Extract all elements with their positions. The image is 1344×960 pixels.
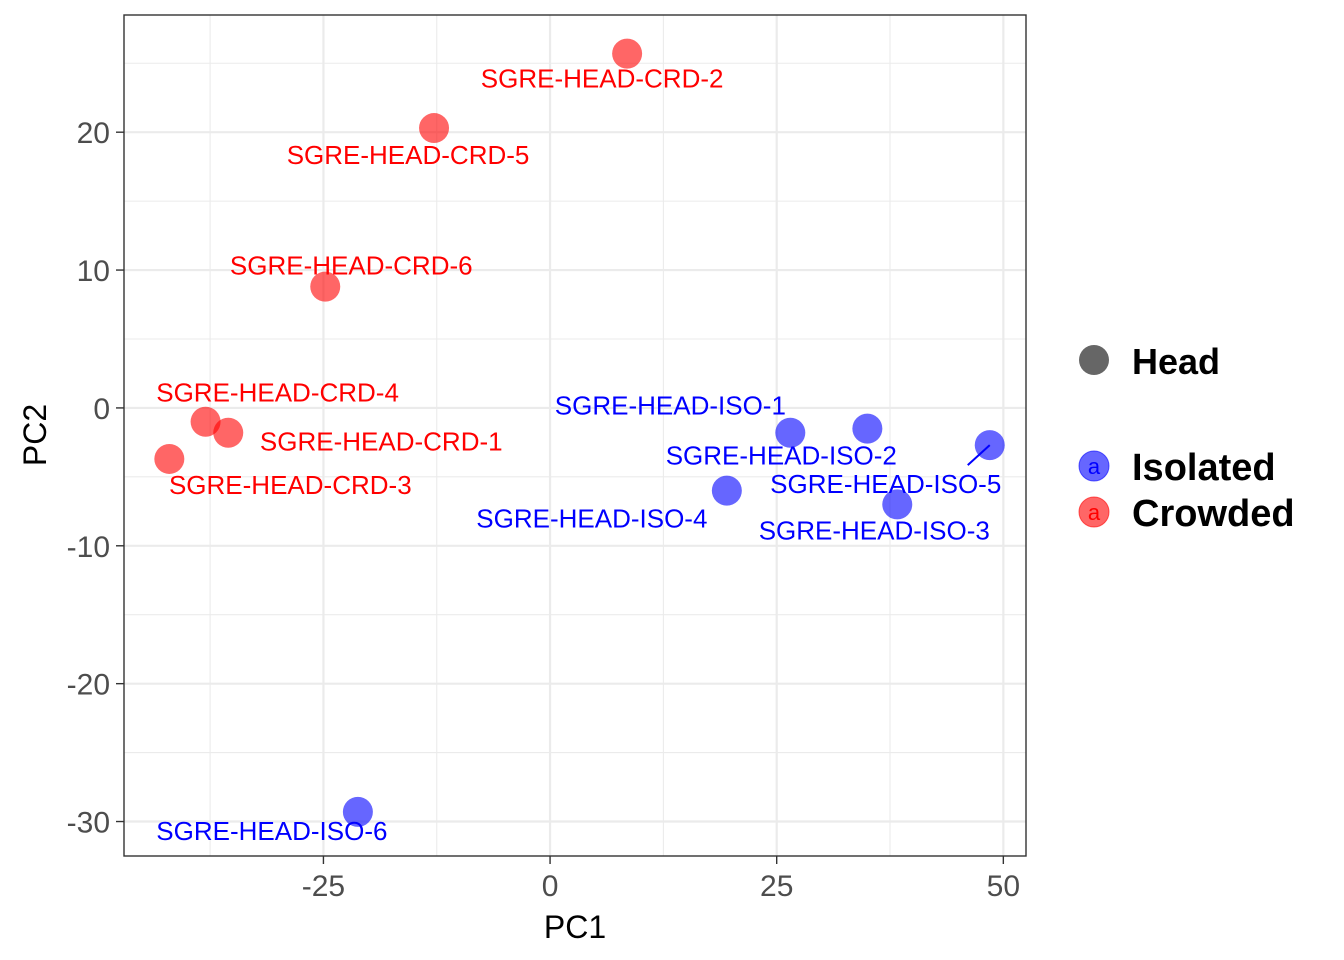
label-sgre-head-iso-3: SGRE-HEAD-ISO-3 [759, 515, 990, 545]
point-sgre-head-iso-4 [711, 475, 742, 506]
legend-label-isolated: Isolated [1132, 447, 1276, 489]
x-tick-label: 0 [542, 870, 559, 903]
legend-key-letter: a [1088, 454, 1101, 479]
point-sgre-head-crd-5 [419, 113, 450, 144]
point-sgre-head-iso-6 [342, 796, 373, 827]
y-tick-label: 10 [77, 255, 110, 288]
label-sgre-head-iso-4: SGRE-HEAD-ISO-4 [476, 504, 707, 534]
legend: Head a Isolated a Crowded [1078, 341, 1295, 535]
label-sgre-head-iso-1: SGRE-HEAD-ISO-1 [555, 391, 786, 421]
axis-ticks-layer: -25 0 25 50 -30 -20 -10 0 10 20 [67, 117, 1020, 903]
x-tick-label: 25 [760, 870, 793, 903]
legend-head-label: Head [1132, 341, 1220, 382]
point-sgre-head-iso-3 [882, 489, 913, 520]
label-sgre-head-crd-6: SGRE-HEAD-CRD-6 [230, 251, 473, 281]
points-layer [154, 38, 1005, 827]
label-sgre-head-iso-2: SGRE-HEAD-ISO-2 [666, 441, 897, 471]
point-sgre-head-crd-3 [154, 443, 185, 474]
point-sgre-head-iso-2 [775, 417, 806, 448]
label-sgre-head-iso-6: SGRE-HEAD-ISO-6 [156, 816, 387, 846]
label-leader-line [967, 444, 991, 466]
legend-head-shape-key [1079, 345, 1109, 375]
x-axis-title: PC1 [544, 909, 606, 945]
point-sgre-head-crd-4 [190, 406, 221, 437]
grid-layer [124, 15, 1026, 856]
point-sgre-head-crd-1 [213, 417, 244, 448]
y-tick-label: 0 [93, 393, 110, 426]
label-sgre-head-crd-2: SGRE-HEAD-CRD-2 [481, 64, 724, 94]
y-tick-label: -10 [67, 531, 110, 564]
y-tick-label: 20 [77, 117, 110, 150]
point-sgre-head-crd-2 [612, 38, 643, 69]
legend-key-letter: a [1088, 500, 1101, 525]
legend-key-crowded [1078, 496, 1110, 528]
x-tick-label: -25 [302, 870, 345, 903]
label-sgre-head-crd-1: SGRE-HEAD-CRD-1 [260, 427, 503, 457]
y-tick-label: -30 [67, 807, 110, 840]
point-sgre-head-iso-1 [852, 413, 883, 444]
label-sgre-head-iso-5: SGRE-HEAD-ISO-5 [770, 469, 1001, 499]
y-tick-label: -20 [67, 669, 110, 702]
x-tick-label: 50 [987, 870, 1020, 903]
label-sgre-head-crd-4: SGRE-HEAD-CRD-4 [156, 378, 399, 408]
panel-border [123, 14, 1027, 857]
y-axis-title: PC2 [17, 404, 53, 466]
label-sgre-head-crd-5: SGRE-HEAD-CRD-5 [287, 140, 530, 170]
label-sgre-head-crd-3: SGRE-HEAD-CRD-3 [169, 470, 412, 500]
legend-key-isolated [1078, 450, 1110, 482]
legend-label-crowded: Crowded [1132, 493, 1295, 535]
point-labels-layer: SGRE-HEAD-ISO-1SGRE-HEAD-ISO-2SGRE-HEAD-… [156, 64, 1001, 846]
point-sgre-head-crd-6 [310, 271, 341, 302]
